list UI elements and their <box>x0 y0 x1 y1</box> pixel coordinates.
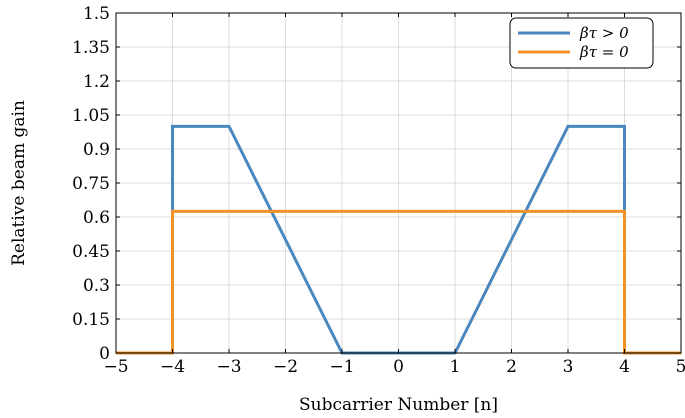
x-tick-label: −3 <box>216 357 241 377</box>
y-tick-label: 1.5 <box>83 4 110 24</box>
y-tick-label: 0.15 <box>72 310 110 330</box>
y-tick-label: 1.2 <box>83 72 110 92</box>
legend-entry-label: βτ = 0 <box>579 43 629 61</box>
legend-box <box>509 17 654 69</box>
y-tick-label: 0.3 <box>83 276 110 296</box>
x-tick-label: −4 <box>160 357 185 377</box>
y-tick-label: 1.05 <box>72 106 110 126</box>
y-axis-label: Relative beam gain <box>9 100 29 266</box>
y-tick-label: 0.9 <box>83 140 110 160</box>
x-tick-label: −1 <box>329 357 354 377</box>
y-tick-label: 0 <box>99 344 110 364</box>
x-tick-label: 0 <box>393 357 404 377</box>
x-axis-label: Subcarrier Number [n] <box>299 395 498 415</box>
x-tick-label: 1 <box>450 357 461 377</box>
legend-entry-label: βτ > 0 <box>579 24 629 42</box>
x-tick-label: 2 <box>506 357 517 377</box>
x-tick-label: 3 <box>563 357 574 377</box>
x-tick-label: 5 <box>676 357 685 377</box>
x-tick-label: −5 <box>103 357 128 377</box>
x-tick-label: −2 <box>273 357 298 377</box>
legend: βτ > 0βτ = 0 <box>509 17 654 69</box>
x-tick-label: 4 <box>619 357 630 377</box>
y-tick-label: 0.45 <box>72 242 110 262</box>
y-tick-label: 1.35 <box>72 38 110 58</box>
ticks: −5 −4 −3 −2 −1 0 1 2 3 4 5 0 0.15 0.3 0.45 0.6 0.75 0.9 1.… <box>72 4 685 377</box>
y-tick-label: 0.75 <box>72 174 110 194</box>
y-tick-label: 0.6 <box>83 208 110 228</box>
